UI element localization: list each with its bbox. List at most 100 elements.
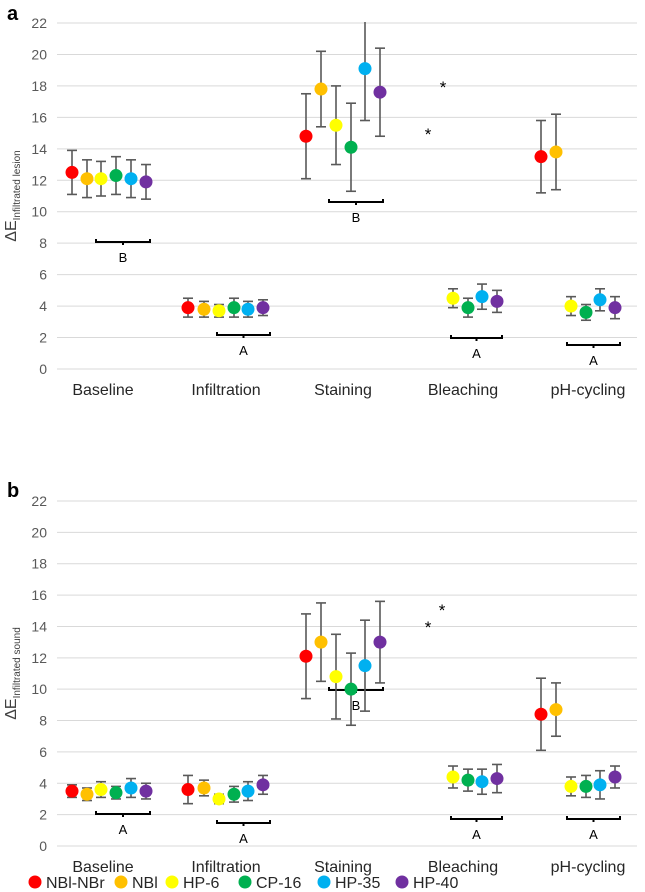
data-point-cp-16 — [344, 140, 358, 154]
data-point-hp-40 — [608, 301, 622, 315]
data-point-hp-6 — [564, 779, 578, 793]
data-point-hp-6 — [329, 670, 343, 684]
y-tick-label: 18 — [31, 78, 47, 94]
significance-bracket — [216, 332, 271, 336]
significance-bracket — [566, 816, 621, 820]
data-point-hp-35 — [124, 172, 138, 186]
x-category-label: pH-cycling — [551, 382, 626, 399]
significance-bracket — [95, 811, 151, 815]
y-axis-label-main: ΔE — [3, 698, 20, 719]
y-tick-label: 20 — [31, 46, 47, 62]
data-point-cp-16 — [109, 169, 123, 183]
data-point-nbl-nbr — [534, 707, 548, 721]
data-point-hp-40 — [373, 85, 387, 99]
data-point-hp-40 — [256, 778, 270, 792]
y-tick-label: 0 — [39, 361, 47, 377]
y-tick-label: 14 — [31, 141, 47, 157]
data-point-hp-6 — [446, 291, 460, 305]
x-category-label: Baseline — [72, 859, 133, 876]
legend-marker — [165, 875, 179, 889]
data-point-hp-40 — [139, 175, 153, 189]
data-point-hp-6 — [212, 792, 226, 806]
significance-asterisk: * — [425, 618, 432, 637]
group-letter: B — [119, 250, 128, 265]
panel-label: a — [7, 3, 19, 25]
x-category-label: Bleaching — [428, 859, 498, 876]
data-point-nbl — [314, 635, 328, 649]
group-letter: B — [352, 698, 361, 713]
data-point-hp-6 — [94, 172, 108, 186]
legend-marker — [395, 875, 409, 889]
y-tick-label: 18 — [31, 556, 47, 572]
data-point-nbl-nbr — [65, 784, 79, 798]
data-point-hp-35 — [241, 302, 255, 316]
group-letter: A — [472, 827, 481, 842]
x-category-label: Staining — [314, 382, 372, 399]
y-tick-label: 6 — [39, 267, 47, 283]
plot-area — [65, 22, 622, 322]
significance-bracket — [450, 335, 503, 339]
legend-label: HP-40 — [413, 875, 458, 892]
data-point-hp-35 — [593, 293, 607, 307]
data-point-nbl — [80, 787, 94, 801]
y-tick-label: 12 — [31, 172, 47, 188]
y-axis-label-main: ΔE — [3, 220, 20, 241]
data-point-hp-6 — [94, 783, 108, 797]
data-point-cp-16 — [579, 305, 593, 319]
y-tick-label: 2 — [39, 807, 47, 823]
data-point-hp-40 — [373, 635, 387, 649]
y-tick-label: 10 — [31, 681, 47, 697]
y-axis-label-subscript: Infiltrated lesion — [12, 150, 23, 220]
data-point-cp-16 — [344, 682, 358, 696]
data-point-hp-35 — [241, 784, 255, 798]
data-point-nbl — [549, 145, 563, 159]
data-point-cp-16 — [109, 786, 123, 800]
data-point-hp-6 — [564, 299, 578, 313]
y-tick-label: 16 — [31, 109, 47, 125]
data-point-hp-35 — [475, 290, 489, 304]
data-point-hp-6 — [446, 770, 460, 784]
legend-label: HP-35 — [335, 875, 380, 892]
data-point-hp-40 — [490, 772, 504, 786]
x-category-label: pH-cycling — [551, 859, 626, 876]
x-category-label: Bleaching — [428, 382, 498, 399]
legend-label: CP-16 — [256, 875, 301, 892]
significance-bracket — [450, 816, 503, 820]
y-tick-label: 22 — [31, 15, 47, 31]
data-point-nbl — [549, 703, 563, 717]
chart-panel-b: 0 2 4 6 8 10 12 14 16 18 20 22 b ΔEInfiltrated sound B… — [3, 480, 637, 876]
data-point-cp-16 — [227, 301, 241, 315]
y-tick-label: 2 — [39, 330, 47, 346]
data-point-nbl-nbr — [181, 783, 195, 797]
plot-area — [65, 600, 622, 806]
y-tick-label: 4 — [39, 775, 47, 791]
y-tick-label: 14 — [31, 618, 47, 634]
data-point-hp-35 — [124, 781, 138, 795]
chart-panel-a: 0 2 4 6 8 10 12 14 16 18 20 22 a ΔEInfiltrated lesion… — [3, 3, 637, 399]
data-point-hp-40 — [490, 294, 504, 308]
significance-bracket — [95, 239, 151, 243]
legend-marker — [28, 875, 42, 889]
y-axis-label-subscript: Infiltrated sound — [12, 627, 23, 698]
group-letter: A — [119, 822, 128, 837]
data-point-nbl — [197, 302, 211, 316]
data-point-nbl — [80, 172, 94, 186]
significance-bracket — [566, 342, 621, 346]
legend-marker — [317, 875, 331, 889]
data-point-hp-40 — [608, 770, 622, 784]
y-axis-label: ΔEInfiltrated lesion — [3, 150, 23, 241]
y-tick-label: 6 — [39, 744, 47, 760]
data-point-nbl-nbr — [65, 165, 79, 179]
group-letter: B — [352, 210, 361, 225]
y-tick-label: 8 — [39, 713, 47, 729]
y-axis-label: ΔEInfiltrated sound — [3, 627, 23, 720]
group-letter: A — [239, 831, 248, 846]
group-letter: A — [239, 343, 248, 358]
y-tick-label: 12 — [31, 650, 47, 666]
data-point-nbl-nbr — [299, 649, 313, 663]
panel-label: b — [7, 480, 19, 502]
group-letter: A — [472, 346, 481, 361]
x-category-label: Infiltration — [191, 382, 260, 399]
significance-bracket — [328, 199, 384, 203]
